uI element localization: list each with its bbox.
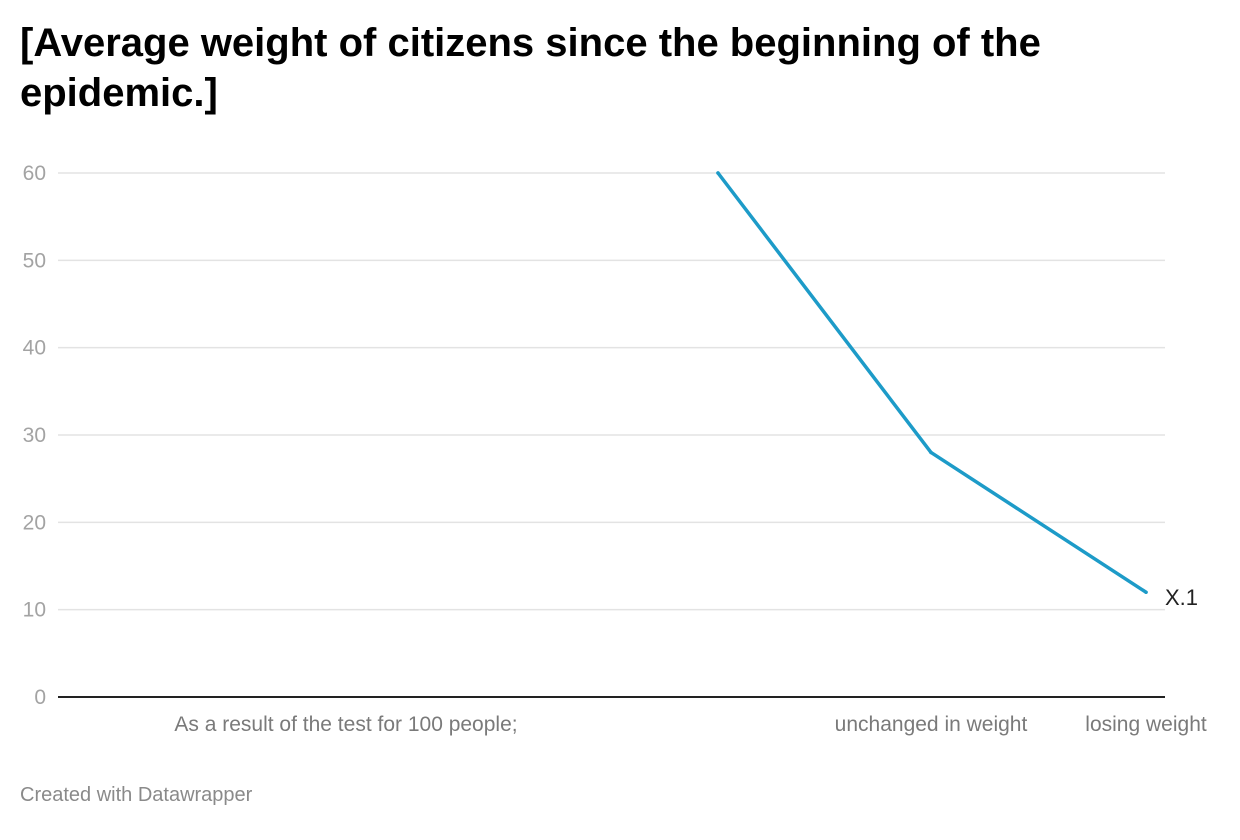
footer-credit: Created with Datawrapper [20, 784, 253, 806]
y-tick-label-0: 0 [34, 686, 46, 709]
x-tick-label-2: unchanged in weight [835, 713, 1028, 736]
gridlines [58, 172, 1165, 611]
y-tick-label-30: 30 [23, 424, 46, 447]
y-tick-label-10: 10 [23, 599, 46, 622]
data-point-0-1 [716, 171, 720, 175]
series-label-0: X.1 [1165, 585, 1198, 610]
chart-title: [Average weight of citizens since the be… [20, 21, 1041, 115]
series-group: X.1 [716, 171, 1198, 610]
data-point-0-2 [929, 450, 933, 455]
y-tick-label-40: 40 [23, 337, 46, 360]
y-tick-label-20: 20 [23, 511, 46, 534]
y-tick-label-60: 60 [23, 162, 46, 185]
x-tick-label-3: losing weight [1085, 713, 1207, 736]
data-point-0-3 [1144, 590, 1148, 594]
series-line-0 [716, 171, 1148, 594]
y-tick-label-50: 50 [23, 249, 46, 272]
y-axis-ticks: 0 10 20 30 40 50 60 [23, 162, 46, 709]
x-tick-label-0: As a result of the test for 100 people; [174, 713, 517, 736]
x-axis-ticks: As a result of the test for 100 people; u… [174, 713, 1206, 736]
